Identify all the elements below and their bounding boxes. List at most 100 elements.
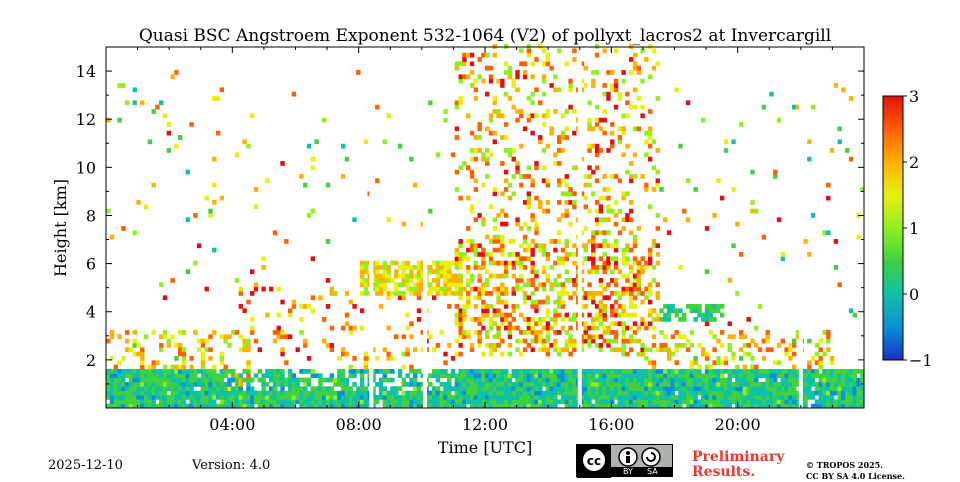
- heatmap-cell: [287, 334, 293, 340]
- heatmap-cell: [193, 395, 198, 400]
- heatmap-cell: [215, 395, 221, 400]
- heatmap-cell: [117, 83, 122, 88]
- heatmap-cell: [477, 330, 482, 335]
- data-gap: [369, 47, 374, 408]
- heatmap-cell: [333, 382, 338, 387]
- heatmap-cell: [708, 312, 713, 318]
- heatmap-cell: [496, 325, 501, 331]
- heatmap-cell: [488, 386, 494, 392]
- heatmap-cell: [845, 386, 850, 392]
- heatmap-cell: [200, 386, 206, 392]
- heatmap-cell: [322, 377, 327, 383]
- heatmap-cell: [644, 182, 649, 188]
- heatmap-cell: [412, 182, 418, 188]
- heatmap-cell: [564, 278, 569, 283]
- heatmap-cell: [621, 373, 626, 379]
- heatmap-cell: [526, 247, 532, 253]
- heatmap-cell: [647, 74, 653, 80]
- heatmap-cell: [200, 338, 206, 344]
- heatmap-cell: [178, 330, 183, 335]
- heatmap-cell: [613, 174, 619, 179]
- heatmap-cell: [598, 373, 604, 379]
- heatmap-cell: [488, 390, 494, 396]
- heatmap-cell: [473, 377, 479, 383]
- heatmap-cell: [841, 390, 846, 396]
- heatmap-cell: [458, 260, 463, 266]
- heatmap-cell: [481, 221, 486, 227]
- heatmap-cell: [348, 403, 353, 409]
- heatmap-cell: [530, 130, 535, 136]
- heatmap-cell: [359, 373, 365, 379]
- heatmap-cell: [788, 399, 793, 405]
- heatmap-cell: [538, 299, 543, 305]
- heatmap-cell: [712, 373, 717, 379]
- heatmap-cell: [666, 369, 672, 374]
- heatmap-cell: [238, 399, 244, 405]
- heatmap-cell: [610, 143, 615, 149]
- heatmap-cell: [598, 395, 604, 400]
- heatmap-cell: [617, 390, 623, 396]
- heatmap-cell: [572, 390, 577, 396]
- heatmap-cell: [340, 386, 346, 392]
- by-sa-icons: [618, 447, 661, 467]
- heatmap-cell: [534, 377, 539, 383]
- heatmap-cell: [738, 122, 744, 127]
- heatmap-cell: [507, 312, 513, 318]
- heatmap-cell: [659, 343, 664, 348]
- heatmap-cell: [594, 377, 600, 383]
- heatmap-cell: [291, 304, 297, 309]
- heatmap-cell: [579, 403, 585, 409]
- heatmap-cell: [613, 347, 619, 353]
- heatmap-cell: [310, 308, 316, 314]
- heatmap-cell: [583, 182, 588, 188]
- heatmap-cell: [723, 369, 729, 374]
- heatmap-cell: [132, 351, 137, 357]
- heatmap-cell: [515, 161, 520, 166]
- preliminary-line1: Preliminary: [692, 449, 785, 465]
- cc-license-badge[interactable]: cc BY SA: [576, 444, 673, 478]
- heatmap-cell: [526, 226, 532, 231]
- heatmap-cell: [594, 334, 600, 340]
- heatmap-cell: [401, 260, 407, 266]
- heatmap-cell: [409, 395, 414, 400]
- heatmap-cell: [481, 265, 486, 270]
- heatmap-cell: [488, 204, 494, 210]
- heatmap-cell: [742, 377, 748, 383]
- heatmap-cell: [485, 334, 490, 340]
- heatmap-cell: [473, 252, 479, 257]
- heatmap-cell: [754, 399, 759, 405]
- heatmap-cell: [587, 338, 592, 344]
- heatmap-cell: [503, 221, 509, 227]
- heatmap-cell: [594, 44, 600, 49]
- heatmap-cell: [454, 395, 460, 400]
- heatmap-cell: [553, 152, 558, 158]
- heatmap-cell: [549, 377, 554, 383]
- heatmap-cell: [685, 347, 691, 353]
- heatmap-cell: [511, 174, 516, 179]
- heatmap-cell: [564, 369, 569, 374]
- heatmap-cell: [435, 273, 441, 279]
- heatmap-cell: [704, 399, 710, 405]
- heatmap-cell: [701, 317, 706, 322]
- heatmap-cell: [678, 390, 683, 396]
- heatmap-cell: [189, 364, 194, 370]
- heatmap-cell: [401, 377, 407, 383]
- heatmap-cell: [454, 273, 460, 279]
- heatmap-cell: [557, 399, 562, 405]
- heatmap-cell: [674, 330, 679, 335]
- heatmap-cell: [602, 369, 607, 374]
- heatmap-cell: [818, 364, 823, 370]
- heatmap-cell: [534, 308, 539, 314]
- heatmap-cell: [606, 295, 611, 301]
- heatmap-cell: [553, 161, 558, 166]
- heatmap-cell: [647, 382, 653, 387]
- heatmap-cell: [613, 221, 619, 227]
- heatmap-cell: [128, 386, 134, 392]
- heatmap-cell: [651, 386, 657, 392]
- heatmap-cell: [212, 386, 217, 392]
- heatmap-cell: [719, 386, 725, 392]
- heatmap-cell: [795, 390, 801, 396]
- heatmap-cell: [477, 291, 482, 296]
- heatmap-cell: [689, 369, 695, 374]
- heatmap-cell: [348, 373, 353, 379]
